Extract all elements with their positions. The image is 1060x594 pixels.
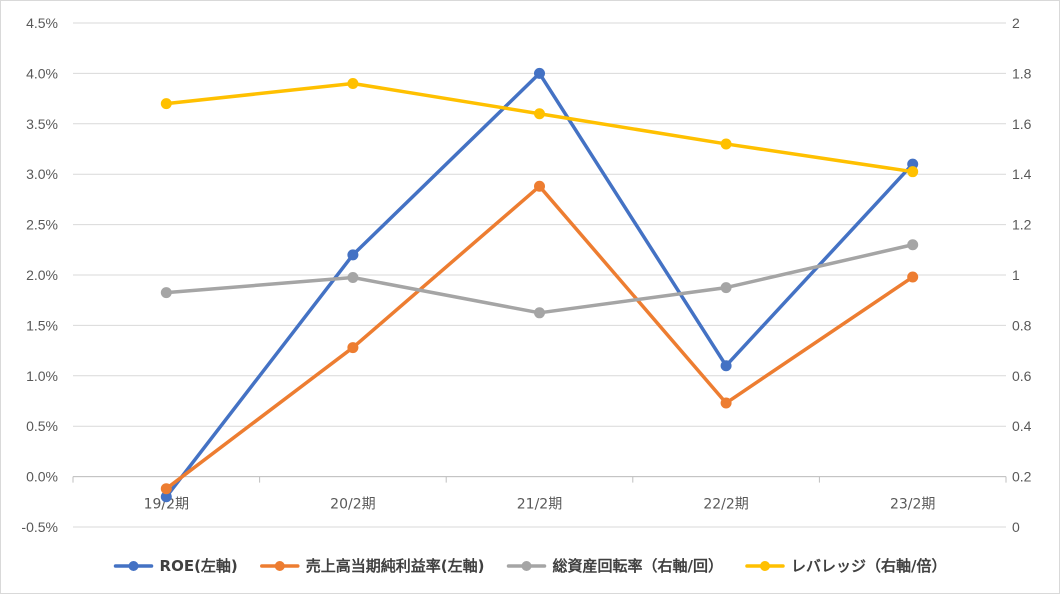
data-point <box>720 397 732 409</box>
data-point <box>347 272 359 284</box>
series-right-axis <box>160 77 919 178</box>
legend-label: レバレッジ（右軸/倍） <box>791 557 946 575</box>
data-point <box>720 282 732 294</box>
right-axis-tick-label: 2 <box>1012 15 1020 31</box>
legend: ROE(左軸) 売上高当期純利益率(左軸) 総資産回転率（右軸/回） レバレッジ（右軸… <box>113 557 946 575</box>
data-point <box>347 342 359 354</box>
legend-item: 売上高当期純利益率(左軸) <box>260 557 485 575</box>
legend-dot-marker <box>274 561 285 571</box>
data-point <box>534 307 545 319</box>
left-axis-tick-label: 4.5% <box>26 15 58 31</box>
data-point <box>347 249 359 261</box>
category-label: 20/2期 <box>330 497 375 513</box>
category-label: 22/2期 <box>703 497 748 513</box>
left-axis-tick-label: 2.0% <box>26 267 58 283</box>
left-axis-tick-label: 2.5% <box>26 217 58 233</box>
right-axis-tick-label: 0.8 <box>1012 317 1032 333</box>
legend-dot-marker <box>521 561 532 571</box>
data-point <box>160 483 172 495</box>
series-line <box>164 81 915 174</box>
right-axis-tick-label: 1 <box>1012 267 1020 283</box>
right-axis-tick-label: 1.4 <box>1012 166 1032 182</box>
legend-item: ROE(左軸) <box>113 557 238 575</box>
data-point <box>534 180 545 192</box>
right-axis-tick-label: 1.6 <box>1012 116 1032 132</box>
data-point <box>907 271 919 283</box>
legend-label: 総資産回転率（右軸/回） <box>553 557 723 575</box>
left-axis-tick-label: 1.5% <box>26 317 58 333</box>
data-point <box>347 77 359 89</box>
left-axis-tick-label: 3.5% <box>26 116 58 132</box>
right-axis-tick-label: 0.6 <box>1012 368 1032 384</box>
category-label: 23/2期 <box>890 497 935 513</box>
legend-item: 総資産回転率（右軸/回） <box>506 557 723 575</box>
legend-label: 売上高当期純利益率(左軸) <box>306 557 485 575</box>
right-axis-tick-label: 0.2 <box>1012 469 1032 485</box>
left-axis-tick-label: 0.5% <box>26 418 58 434</box>
right-axis-tick-label: 0 <box>1012 519 1020 535</box>
left-axis-tick-label: 3.0% <box>26 166 58 182</box>
legend-dot-marker <box>759 561 770 571</box>
data-point <box>534 67 545 79</box>
series-right-axis <box>160 239 919 319</box>
right-axis-tick-label: 1.8 <box>1012 65 1032 81</box>
data-point <box>160 98 172 110</box>
data-point <box>907 239 919 251</box>
legend-label: ROE(左軸) <box>160 557 238 575</box>
legend-item: レバレッジ（右軸/倍） <box>745 557 946 575</box>
data-point <box>720 360 732 372</box>
right-axis-tick-label: 0.4 <box>1012 418 1032 434</box>
left-axis-tick-label: -0.5% <box>21 519 58 535</box>
category-label: 21/2期 <box>517 497 562 513</box>
left-axis-tick-label: 1.0% <box>26 368 58 384</box>
data-point <box>160 287 172 299</box>
series-left-axis <box>160 67 919 503</box>
category-label: 19/2期 <box>144 497 189 513</box>
series-line <box>164 184 915 491</box>
series-left-axis <box>160 180 919 495</box>
data-point <box>907 166 919 178</box>
left-axis-tick-label: 4.0% <box>26 65 58 81</box>
right-axis-tick-label: 1.2 <box>1012 217 1032 233</box>
data-point <box>720 138 732 150</box>
series-line <box>164 243 915 315</box>
data-point <box>534 108 545 120</box>
legend-dot-marker <box>128 561 139 571</box>
left-axis-tick-label: 0.0% <box>26 469 58 485</box>
